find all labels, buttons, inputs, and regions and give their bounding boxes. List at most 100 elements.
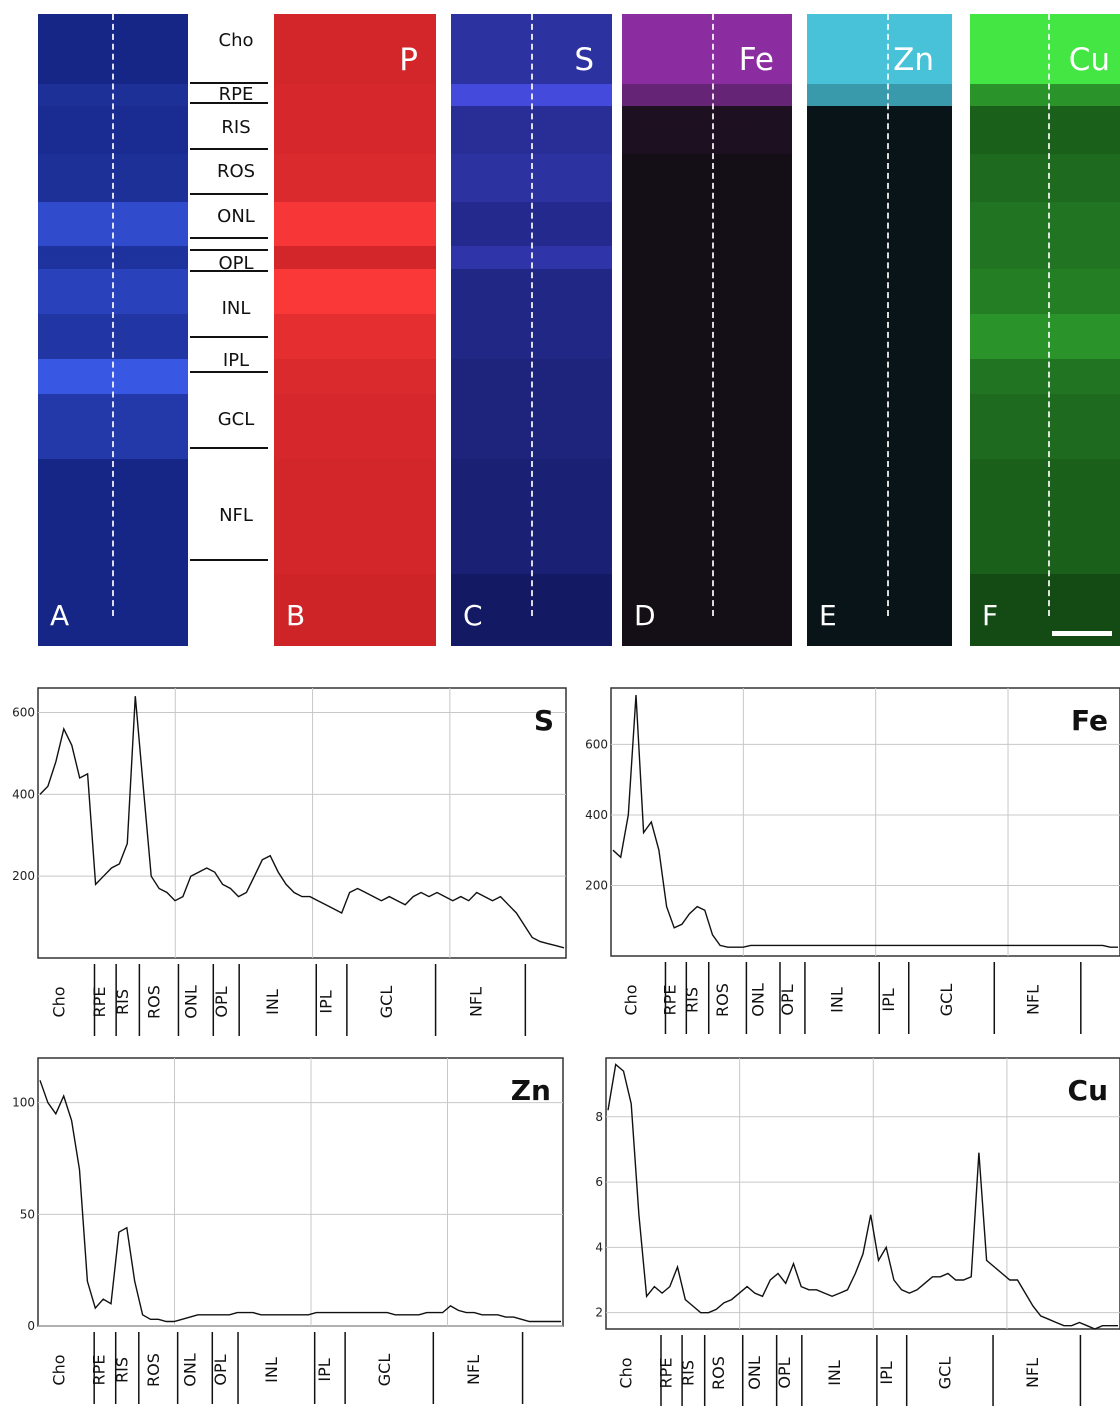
dashed-profile-line xyxy=(112,14,114,616)
region-label: RPE xyxy=(661,985,680,1016)
profile-series-line xyxy=(612,695,1118,948)
region-label: RIS xyxy=(112,1357,131,1383)
region-label: INL xyxy=(263,989,282,1015)
panel-letter: F xyxy=(982,599,999,632)
region-label: OPL xyxy=(211,1354,230,1385)
dashed-profile-line xyxy=(1048,14,1050,616)
panel-a-dapi-image: A xyxy=(38,14,188,646)
region-label: Cho xyxy=(621,984,640,1015)
layer-divider xyxy=(190,559,268,561)
chart-title: S xyxy=(534,704,554,737)
region-label: GCL xyxy=(375,1354,394,1387)
scale-bar xyxy=(1052,631,1112,636)
y-tick-label: 100 xyxy=(12,1096,35,1110)
layer-divider xyxy=(190,249,268,251)
region-label: ROS xyxy=(709,1356,728,1390)
y-tick-label: 8 xyxy=(595,1110,603,1124)
y-tick-label: 400 xyxy=(12,787,35,801)
region-label: IPL xyxy=(877,1361,896,1384)
region-label: Cho xyxy=(49,1354,68,1385)
region-label: Cho xyxy=(49,986,68,1017)
layer-label-gcl: GCL xyxy=(217,409,255,430)
region-label: ROS xyxy=(713,983,732,1017)
region-label: ROS xyxy=(144,1353,163,1387)
layer-divider xyxy=(190,82,268,84)
chart-frame xyxy=(37,687,567,959)
profile-series-line xyxy=(39,696,565,949)
region-label: GCL xyxy=(377,986,396,1019)
dashed-profile-line xyxy=(531,14,533,616)
region-label: INL xyxy=(262,1357,281,1383)
layer-label-ros: ROS xyxy=(216,161,256,182)
region-label: IPL xyxy=(315,1358,334,1381)
region-label: OPL xyxy=(775,1357,794,1388)
y-tick-label: 600 xyxy=(585,737,608,751)
region-label: GCL xyxy=(937,984,956,1017)
layer-label-nfl: NFL xyxy=(219,505,253,526)
dashed-profile-line xyxy=(712,14,714,616)
layer-divider xyxy=(190,102,268,104)
region-label: ROS xyxy=(144,985,163,1019)
chart-title: Cu xyxy=(1068,1074,1108,1107)
y-tick-label: 400 xyxy=(585,808,608,822)
panel-c-sulfur-map: S C xyxy=(451,14,612,646)
region-label: NFL xyxy=(1023,1358,1042,1388)
layer-label-rpe: RPE xyxy=(218,84,254,105)
panel-element-label: Cu xyxy=(1068,42,1110,78)
region-label: Cho xyxy=(617,1357,636,1388)
region-label: RPE xyxy=(656,1358,675,1389)
region-label: NFL xyxy=(1024,985,1043,1015)
layer-divider xyxy=(190,270,268,272)
region-label: RPE xyxy=(90,1355,109,1386)
dashed-profile-line xyxy=(887,14,889,616)
region-label: ONL xyxy=(745,1356,764,1390)
chart-title: Fe xyxy=(1071,704,1108,737)
layer-divider xyxy=(190,336,268,338)
layer-divider xyxy=(190,237,268,239)
layer-label-inl: INL xyxy=(221,298,251,319)
region-label: OPL xyxy=(212,986,231,1017)
panel-f-copper-map: Cu F xyxy=(970,14,1120,646)
panel-element-label: Fe xyxy=(738,42,774,78)
layer-label-opl: OPL xyxy=(218,253,254,274)
y-tick-label: 2 xyxy=(595,1306,603,1320)
chart-title: Zn xyxy=(511,1074,551,1107)
chart-frame xyxy=(605,1057,1120,1330)
layer-divider xyxy=(190,148,268,150)
panel-element-label: Zn xyxy=(893,42,934,78)
panel-e-zinc-map: Zn E xyxy=(807,14,952,646)
region-label: IPL xyxy=(317,990,336,1013)
region-label: NFL xyxy=(464,1355,483,1385)
y-tick-label: 4 xyxy=(595,1240,603,1254)
panel-letter: E xyxy=(819,599,837,632)
profile-series-line xyxy=(607,1063,1118,1330)
panel-d-iron-map: Fe D xyxy=(622,14,792,646)
panel-element-label: P xyxy=(399,42,418,78)
y-tick-label: 200 xyxy=(12,869,35,883)
layer-divider xyxy=(190,193,268,195)
region-label: OPL xyxy=(778,984,797,1015)
layer-label-cho: Cho xyxy=(218,30,254,51)
region-label: RIS xyxy=(678,1360,697,1386)
y-tick-label: 0 xyxy=(27,1319,35,1333)
y-tick-label: 6 xyxy=(595,1175,603,1189)
layer-divider xyxy=(190,371,268,373)
layer-label-onl: ONL xyxy=(217,206,255,227)
chart-frame xyxy=(610,687,1120,957)
chart-frame xyxy=(37,1057,564,1327)
region-label: INL xyxy=(825,1360,844,1386)
profile-series-line xyxy=(39,1080,561,1323)
region-label: RIS xyxy=(683,987,702,1013)
y-tick-label: 600 xyxy=(12,706,35,720)
layer-label-ipl: IPL xyxy=(222,350,250,371)
y-tick-label: 200 xyxy=(585,878,608,892)
layer-divider xyxy=(190,447,268,449)
region-label: RPE xyxy=(90,987,109,1018)
region-label: IPL xyxy=(879,988,898,1011)
region-label: ONL xyxy=(181,985,200,1019)
panel-element-label: S xyxy=(574,42,594,78)
panel-letter: B xyxy=(286,599,306,632)
region-label: NFL xyxy=(467,987,486,1017)
region-label: ONL xyxy=(181,1353,200,1387)
